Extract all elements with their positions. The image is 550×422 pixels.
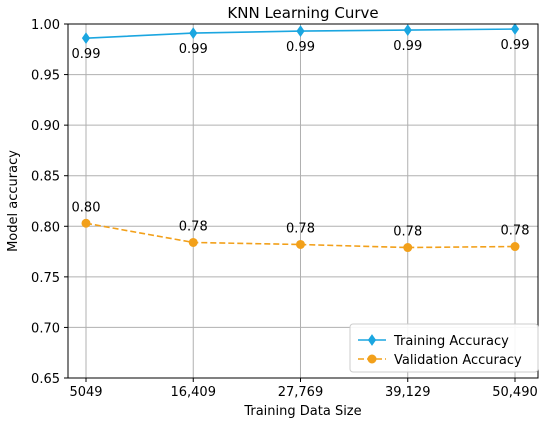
x-axis-label: Training Data Size xyxy=(243,404,361,419)
validation-accuracy-data-label: 0.80 xyxy=(72,200,101,215)
y-tick-label: 0.90 xyxy=(31,119,60,134)
legend: Training Accuracy Validation Accuracy xyxy=(349,323,539,373)
axis-ticks: 5049 16,409 27,769 39,129 50,490 0.65 0.70 0.75… xyxy=(31,18,538,400)
x-tick-label: 16,409 xyxy=(170,385,216,400)
validation-accuracy-point xyxy=(403,243,413,253)
chart-title: KNN Learning Curve xyxy=(227,4,378,22)
training-accuracy-data-label: 0.99 xyxy=(393,39,422,54)
validation-accuracy-data-label: 0.78 xyxy=(179,219,208,234)
x-tick-label: 27,769 xyxy=(278,385,324,400)
training-accuracy-data-label: 0.99 xyxy=(179,42,208,57)
x-tick-label: 5049 xyxy=(69,385,102,400)
data-labels: 0.99 0.99 0.99 0.99 0.99 0.80 0.78 0.78 0.78 0.78 xyxy=(72,38,530,239)
y-tick-label: 1.00 xyxy=(31,18,60,33)
y-tick-label: 0.70 xyxy=(31,321,60,336)
training-accuracy-point xyxy=(403,24,412,36)
validation-accuracy-point xyxy=(188,237,198,247)
legend-training-marker xyxy=(367,334,377,346)
training-accuracy-data-label: 0.99 xyxy=(501,38,530,53)
validation-accuracy-point xyxy=(510,242,520,252)
series-layer xyxy=(81,23,520,253)
validation-accuracy-point xyxy=(295,239,305,249)
training-accuracy-point xyxy=(81,32,91,45)
training-accuracy-data-label: 0.99 xyxy=(72,47,101,62)
x-tick-label: 50,490 xyxy=(492,385,538,400)
y-tick-label: 0.75 xyxy=(31,271,60,286)
training-accuracy-point xyxy=(296,25,305,37)
validation-accuracy-data-label: 0.78 xyxy=(286,221,315,236)
validation-accuracy-point xyxy=(81,218,91,228)
y-tick-label: 0.85 xyxy=(31,170,60,185)
training-accuracy-data-label: 0.99 xyxy=(286,40,315,55)
plot-frame xyxy=(67,23,539,379)
x-tick-label: 39,129 xyxy=(385,385,431,400)
y-tick-label: 0.80 xyxy=(31,220,60,235)
training-accuracy-point xyxy=(510,23,520,35)
training-accuracy-point xyxy=(189,27,198,39)
y-tick-label: 0.65 xyxy=(31,372,60,387)
legend-box xyxy=(349,323,539,373)
y-axis-label: Model accuracy xyxy=(6,150,21,252)
legend-validation-label: Validation Accuracy xyxy=(394,353,522,368)
legend-validation-marker xyxy=(367,354,377,364)
y-tick-label: 0.95 xyxy=(31,69,60,84)
legend-training-label: Training Accuracy xyxy=(393,334,509,349)
validation-accuracy-data-label: 0.78 xyxy=(393,225,422,240)
validation-accuracy-data-label: 0.78 xyxy=(501,224,530,239)
